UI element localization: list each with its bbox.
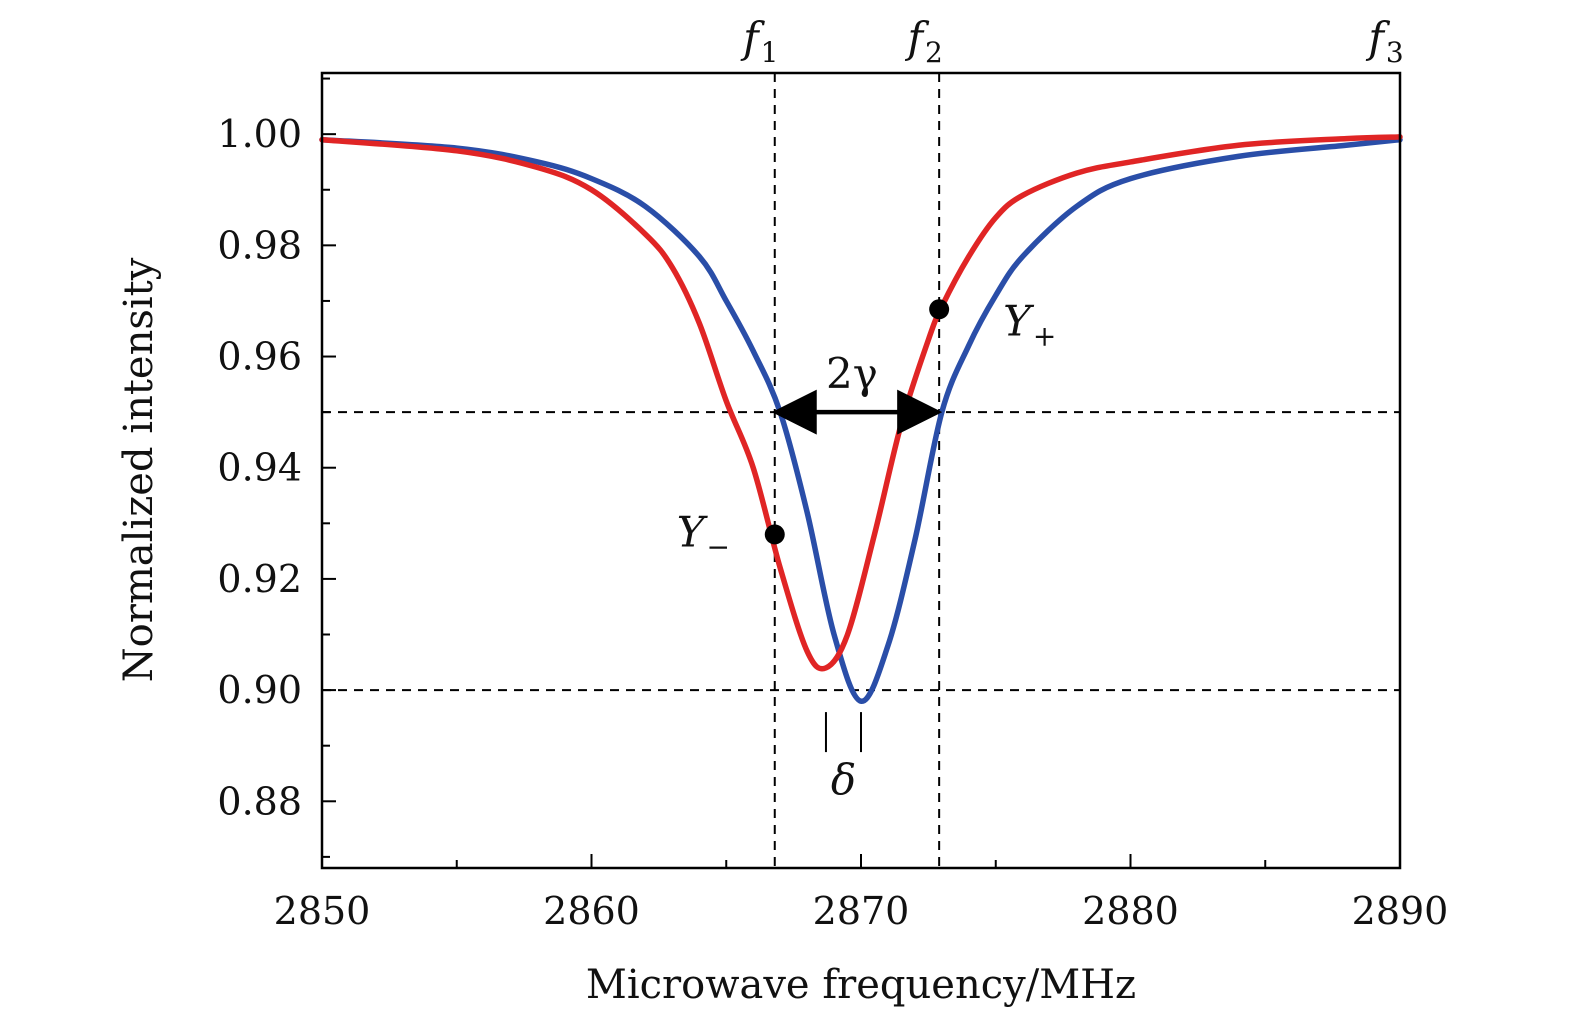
y-tick-label: 0.94 (217, 446, 302, 490)
y-plus-point (929, 299, 950, 320)
ticks-layer: 2850 2860 2870 2880 2890 0.88 0.90 0.92 0.94 0.96… (217, 77, 1449, 933)
y-tick-label: 0.98 (217, 223, 302, 267)
x-tick-label: 2860 (543, 889, 640, 933)
delta-label: δ (831, 755, 856, 804)
x-axis-label: Microwave frequency/MHz (586, 962, 1136, 1008)
f1-label: f1 (740, 13, 778, 69)
f3-label: f3 (1365, 13, 1403, 69)
f2-label: f2 (904, 13, 942, 69)
y-plus-label: Y+ (1003, 296, 1056, 352)
y-tick-label: 1.00 (217, 112, 302, 156)
y-tick-label: 0.88 (217, 779, 302, 823)
x-tick-label: 2890 (1352, 889, 1449, 933)
red-resonance-curve (319, 134, 1403, 672)
y-axis-label: Normalized intensity (116, 257, 162, 682)
y-tick-label: 0.92 (217, 557, 302, 601)
y-minus-label: Y− (677, 507, 730, 563)
y-tick-label: 0.90 (217, 668, 302, 712)
reference-lines (322, 73, 1400, 868)
blue-resonance-curve (319, 136, 1403, 704)
y-minus-point (764, 524, 785, 545)
y-tick-label: 0.96 (217, 335, 302, 379)
two-gamma-label: 2γ (826, 349, 878, 398)
x-tick-label: 2850 (274, 889, 371, 933)
annotation-layer: f1 f2 f3 2γ Y− Y+ δ (677, 13, 1404, 804)
series-layer (319, 134, 1403, 704)
x-tick-label: 2870 (813, 889, 910, 933)
x-tick-label: 2880 (1082, 889, 1179, 933)
